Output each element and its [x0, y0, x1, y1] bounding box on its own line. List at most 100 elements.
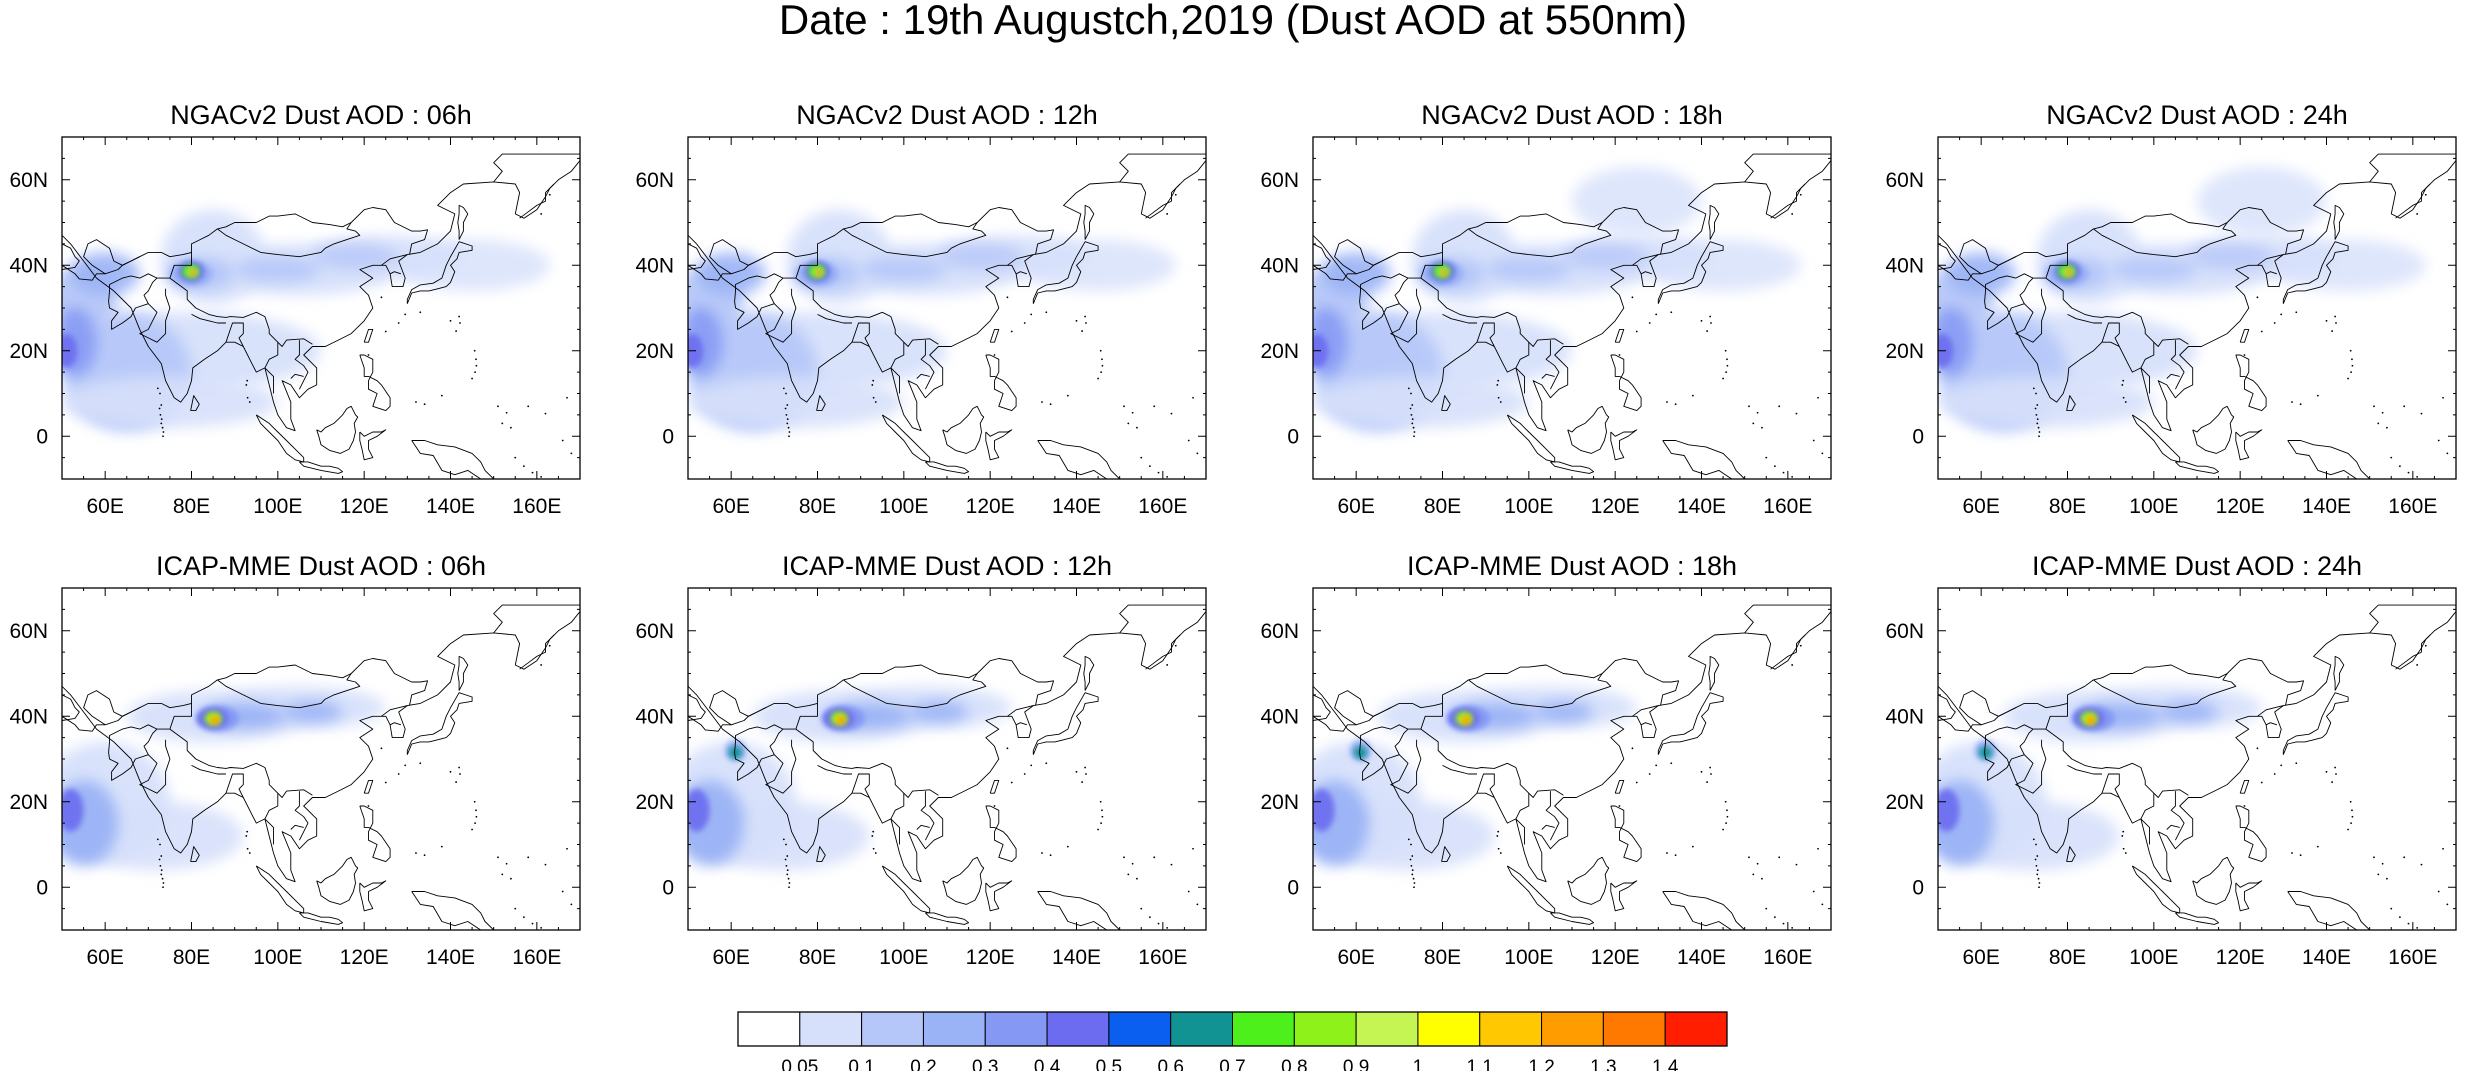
- lat-tick-label: 20N: [9, 791, 48, 814]
- lat-tick-label: 0: [1912, 425, 1924, 448]
- figure-title: Date : 19th Augustch,2019 (Dust AOD at 5…: [778, 0, 1688, 43]
- axis-ticks: [688, 588, 1206, 930]
- map-panel-4: ICAP-MME Dust AOD : 06h 60E 80E 100E 120E 140…: [9, 551, 581, 969]
- lat-tick-label: 40N: [9, 254, 48, 277]
- lon-tick-label: 160E: [1138, 946, 1187, 969]
- dust-aod-field: [688, 209, 1176, 432]
- colorbar-label: 1.4: [1652, 1057, 1679, 1071]
- coastlines: [62, 153, 580, 479]
- panel-title: ICAP-MME Dust AOD : 24h: [2032, 551, 2362, 581]
- coastlines: [1313, 153, 1831, 479]
- lon-tick-label: 160E: [512, 946, 561, 969]
- axis-ticks: [62, 588, 580, 930]
- lon-tick-label: 140E: [1052, 946, 1101, 969]
- coastlines: [688, 153, 1206, 479]
- lat-tick-label: 0: [1287, 876, 1299, 899]
- lat-tick-label: 20N: [635, 791, 674, 814]
- map-panel-6: ICAP-MME Dust AOD : 18h 60E 80E 100E 120E 140…: [1260, 551, 1832, 969]
- lon-tick-label: 140E: [2302, 946, 2351, 969]
- lat-tick-label: 40N: [1260, 705, 1299, 728]
- colorbar-label: 1: [1413, 1057, 1424, 1071]
- colorbar-swatch: [1108, 1011, 1172, 1047]
- lon-tick-label: 80E: [799, 946, 836, 969]
- colorbar-label: 0.5: [1096, 1057, 1122, 1071]
- lat-tick-label: 0: [36, 876, 48, 899]
- colorbar-label: 0.2: [910, 1057, 936, 1071]
- lon-tick-label: 60E: [712, 946, 749, 969]
- lat-tick-label: 40N: [1260, 254, 1299, 277]
- lon-tick-label: 100E: [1504, 946, 1553, 969]
- lon-tick-label: 60E: [1962, 946, 1999, 969]
- axis-ticks: [688, 137, 1206, 479]
- dust-aod-field: [688, 686, 1012, 871]
- coastlines: [62, 604, 580, 930]
- lat-tick-label: 40N: [1885, 254, 1924, 277]
- lat-tick-label: 0: [36, 425, 48, 448]
- lon-tick-label: 120E: [1591, 495, 1640, 518]
- lat-tick-label: 60N: [1260, 620, 1299, 643]
- axis-ticks: [1313, 588, 1831, 930]
- coastlines: [688, 604, 1206, 930]
- colorbar-swatch: [1355, 1011, 1419, 1047]
- colorbar-label: 0.1: [848, 1057, 874, 1071]
- dust-aod-field: [1938, 166, 2426, 432]
- lat-tick-label: 20N: [635, 340, 674, 363]
- lon-tick-label: 160E: [1763, 495, 1812, 518]
- colorbar-swatch: [1170, 1011, 1233, 1047]
- colorbar-swatch: [1602, 1011, 1666, 1047]
- lon-tick-label: 80E: [2049, 495, 2086, 518]
- colorbar-label: 0.6: [1157, 1057, 1183, 1071]
- colorbar-label: 0.05: [781, 1057, 818, 1071]
- lat-tick-label: 20N: [1260, 791, 1299, 814]
- lat-tick-label: 20N: [1885, 340, 1924, 363]
- lon-tick-label: 120E: [966, 495, 1015, 518]
- panel-title: ICAP-MME Dust AOD : 18h: [1407, 551, 1737, 581]
- colorbar-label: 1.1: [1467, 1057, 1493, 1071]
- panel-title: NGACv2 Dust AOD : 24h: [2046, 100, 2348, 130]
- axis-ticks: [62, 137, 580, 479]
- axis-ticks: [1313, 137, 1831, 479]
- colorbar-swatch: [984, 1011, 1048, 1047]
- lat-tick-label: 60N: [635, 169, 674, 192]
- axis-ticks: [1938, 137, 2456, 479]
- lon-tick-label: 160E: [2388, 495, 2437, 518]
- lon-tick-label: 80E: [1424, 495, 1461, 518]
- lat-tick-label: 0: [662, 876, 674, 899]
- map-panel-7: ICAP-MME Dust AOD : 24h 60E 80E 100E 120E 140…: [1885, 551, 2457, 969]
- colorbar-swatch: [737, 1011, 801, 1047]
- colorbar-label: 0.9: [1343, 1057, 1369, 1071]
- lat-tick-label: 60N: [1885, 169, 1924, 192]
- lon-tick-label: 100E: [2129, 946, 2178, 969]
- lat-tick-label: 60N: [9, 169, 48, 192]
- lon-tick-label: 120E: [340, 946, 389, 969]
- lon-tick-label: 80E: [1424, 946, 1461, 969]
- colorbar-label: 0.7: [1219, 1057, 1245, 1071]
- lon-tick-label: 60E: [1962, 495, 1999, 518]
- lon-tick-label: 60E: [1337, 946, 1374, 969]
- colorbar-swatch: [1293, 1011, 1357, 1047]
- colorbar-swatch: [1417, 1011, 1481, 1047]
- coastlines: [1938, 604, 2456, 930]
- lat-tick-label: 20N: [1260, 340, 1299, 363]
- colorbar-swatch: [1541, 1011, 1604, 1047]
- coastlines: [1313, 604, 1831, 930]
- colorbar-label: 1.2: [1528, 1057, 1554, 1071]
- lon-tick-label: 100E: [253, 495, 302, 518]
- lon-tick-label: 60E: [712, 495, 749, 518]
- coastlines: [1938, 153, 2456, 479]
- colorbar-swatch: [799, 1011, 863, 1047]
- lat-tick-label: 40N: [635, 705, 674, 728]
- lon-tick-label: 160E: [1138, 495, 1187, 518]
- lon-tick-label: 140E: [1052, 495, 1101, 518]
- lon-tick-label: 80E: [173, 495, 210, 518]
- lat-tick-label: 40N: [1885, 705, 1924, 728]
- lat-tick-label: 0: [1287, 425, 1299, 448]
- lon-tick-label: 140E: [426, 946, 475, 969]
- lon-tick-label: 140E: [1677, 946, 1726, 969]
- lon-tick-label: 120E: [2216, 495, 2265, 518]
- colorbar-swatch: [1232, 1011, 1295, 1047]
- lat-tick-label: 0: [1912, 876, 1924, 899]
- map-panel-2: NGACv2 Dust AOD : 18h 60E 80E 100E 120E 140E 1…: [1260, 100, 1832, 518]
- panel-title: NGACv2 Dust AOD : 12h: [796, 100, 1098, 130]
